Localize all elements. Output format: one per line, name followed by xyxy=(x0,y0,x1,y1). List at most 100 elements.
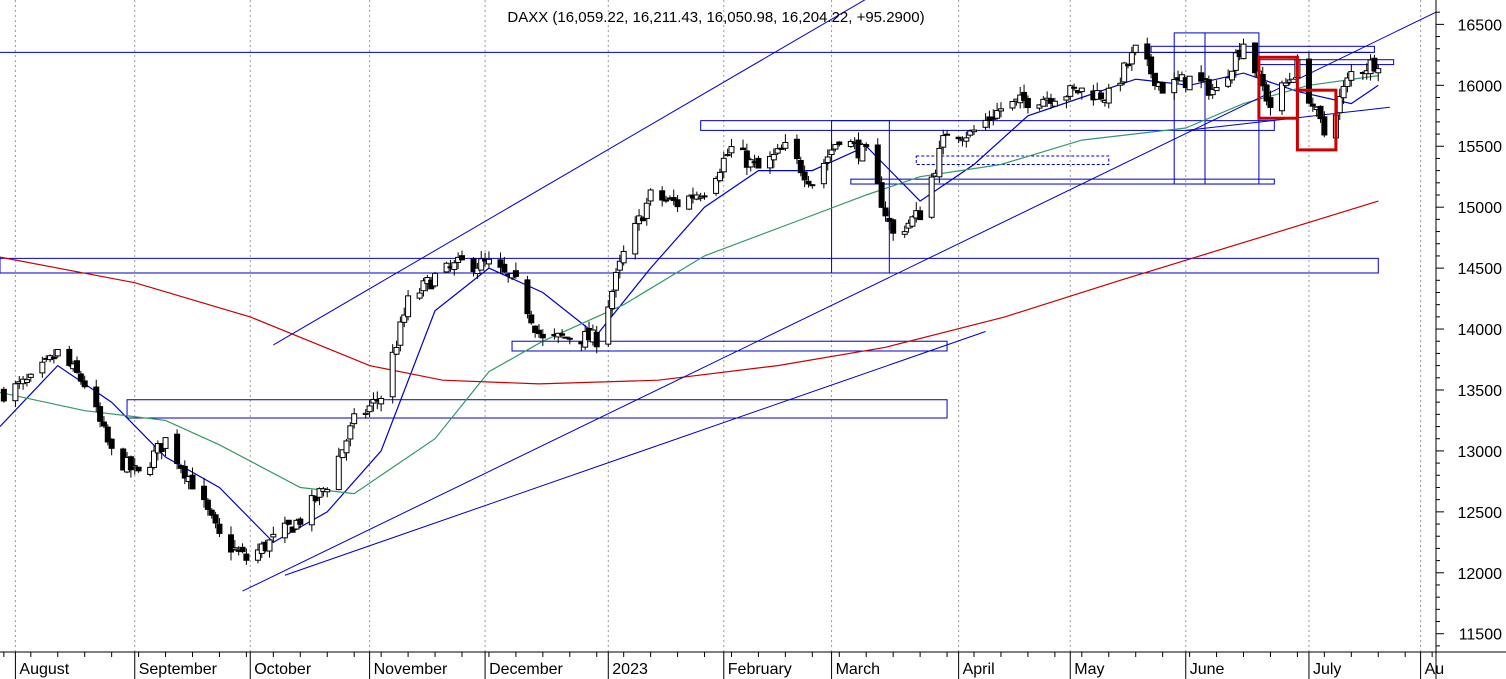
chart-title: DAXX (16,059.22, 16,211.43, 16,050.98, 1… xyxy=(507,9,924,26)
candle-body xyxy=(1336,95,1343,114)
candle-body xyxy=(632,222,639,255)
candle-body xyxy=(343,440,350,454)
candle-body xyxy=(393,346,400,355)
candle-body xyxy=(740,147,747,151)
candle-body xyxy=(1209,88,1216,96)
candle-body xyxy=(1071,86,1078,89)
candle-body xyxy=(66,348,73,366)
candle-body xyxy=(847,140,854,148)
candle-body xyxy=(1375,68,1382,74)
candle-body xyxy=(216,523,223,534)
candle-body xyxy=(836,141,843,146)
candle-body xyxy=(663,199,670,202)
candle-body xyxy=(1078,87,1085,93)
candle-body xyxy=(797,160,804,174)
candle-body xyxy=(1063,96,1070,101)
candle-body xyxy=(994,110,1001,119)
candle-body xyxy=(1024,97,1031,109)
candle-body xyxy=(0,388,7,402)
candle-layer xyxy=(0,37,1382,565)
candle-body xyxy=(50,356,57,360)
candle-body xyxy=(917,210,924,221)
annotation-box xyxy=(0,257,1379,274)
candle-body xyxy=(1213,87,1220,92)
y-tick-label: 14500 xyxy=(1458,261,1503,278)
candle-body xyxy=(828,149,835,156)
candle-body xyxy=(1340,85,1347,99)
candle-body xyxy=(254,549,261,561)
candle-body xyxy=(832,144,839,150)
candle-body xyxy=(928,176,935,218)
candle-body xyxy=(174,433,181,465)
candle-body xyxy=(100,421,107,427)
candle-body xyxy=(528,314,535,324)
month-label: December xyxy=(489,661,563,678)
candle-body xyxy=(997,108,1004,112)
candle-body xyxy=(793,138,800,160)
candle-body xyxy=(805,180,812,185)
candle-body xyxy=(1282,82,1289,87)
candle-body xyxy=(766,156,773,169)
candle-body xyxy=(351,413,358,425)
candle-body xyxy=(478,258,485,271)
candle-body xyxy=(1132,44,1139,53)
candle-body xyxy=(362,412,369,415)
candle-body xyxy=(1144,43,1151,60)
candle-body xyxy=(501,263,508,273)
candle-body xyxy=(670,197,677,202)
candle-body xyxy=(181,465,188,479)
candle-body xyxy=(470,258,477,273)
candle-body xyxy=(73,360,80,373)
candle-body xyxy=(335,455,342,491)
trendline-1 xyxy=(273,0,866,346)
candle-body xyxy=(1309,103,1316,107)
candle-body xyxy=(801,171,808,181)
candle-body xyxy=(1290,78,1297,83)
candle-body xyxy=(416,292,423,299)
candle-body xyxy=(639,217,646,222)
candle-body xyxy=(297,518,304,525)
candle-body xyxy=(609,290,616,310)
candle-body xyxy=(940,135,947,148)
candle-body xyxy=(728,146,735,154)
candle-body xyxy=(716,171,723,182)
month-label: August xyxy=(19,661,69,678)
candle-body xyxy=(809,184,816,187)
candle-body xyxy=(944,133,951,136)
annotation-box xyxy=(850,178,1275,185)
annotation-box xyxy=(511,340,948,352)
month-label: March xyxy=(836,661,880,678)
month-label: April xyxy=(963,661,995,678)
candle-body xyxy=(147,466,154,475)
highlight-box xyxy=(1257,55,1299,120)
candle-body xyxy=(1228,70,1235,81)
y-tick-label: 12000 xyxy=(1458,566,1503,583)
candle-body xyxy=(281,522,288,539)
candle-body xyxy=(1121,62,1128,83)
candle-body xyxy=(1040,98,1047,107)
candle-body xyxy=(743,150,750,168)
y-tick-label: 15500 xyxy=(1458,139,1503,156)
candle-body xyxy=(104,426,111,443)
trendline-2 xyxy=(242,11,1437,592)
annotation-box xyxy=(1173,32,1206,185)
candle-body xyxy=(890,219,897,234)
candle-body xyxy=(1252,42,1259,74)
candle-body xyxy=(647,189,654,202)
candle-body xyxy=(620,250,627,264)
candle-body xyxy=(420,280,427,292)
candle-body xyxy=(524,279,531,315)
candle-body xyxy=(1344,77,1351,87)
candle-body xyxy=(135,466,142,472)
trendline-3 xyxy=(284,331,986,576)
candle-body xyxy=(1151,72,1158,87)
month-label: Au xyxy=(1425,661,1445,678)
candle-body xyxy=(204,499,211,510)
candle-body xyxy=(23,379,30,383)
trendline-layer xyxy=(0,0,1437,592)
candle-body xyxy=(616,260,623,271)
candle-body xyxy=(1371,57,1378,72)
candle-body xyxy=(432,272,439,287)
candle-body xyxy=(820,162,827,185)
candle-body xyxy=(755,157,762,169)
